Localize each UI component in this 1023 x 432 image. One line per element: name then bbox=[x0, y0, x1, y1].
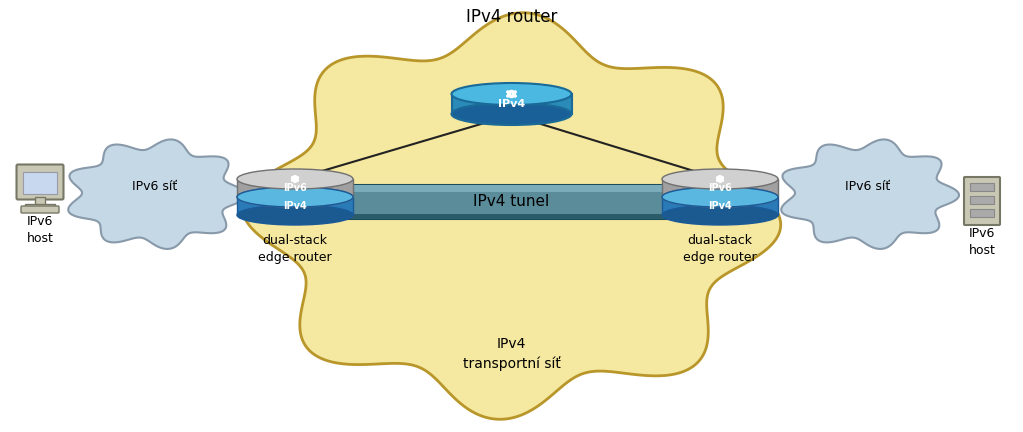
Ellipse shape bbox=[662, 187, 779, 207]
FancyBboxPatch shape bbox=[21, 206, 59, 213]
FancyBboxPatch shape bbox=[970, 209, 994, 217]
Text: dual-stack
edge router: dual-stack edge router bbox=[258, 234, 331, 264]
FancyBboxPatch shape bbox=[970, 196, 994, 204]
Ellipse shape bbox=[451, 83, 572, 105]
FancyBboxPatch shape bbox=[23, 172, 57, 194]
FancyBboxPatch shape bbox=[16, 165, 63, 200]
FancyBboxPatch shape bbox=[237, 197, 353, 215]
Text: IPv6
host: IPv6 host bbox=[27, 215, 53, 245]
Text: IPv4 router: IPv4 router bbox=[465, 8, 558, 26]
FancyBboxPatch shape bbox=[451, 94, 572, 114]
Ellipse shape bbox=[451, 103, 572, 125]
FancyBboxPatch shape bbox=[290, 185, 725, 219]
FancyBboxPatch shape bbox=[25, 204, 55, 208]
Text: IPv4
transportní síť: IPv4 transportní síť bbox=[462, 337, 561, 371]
Ellipse shape bbox=[237, 187, 353, 207]
FancyBboxPatch shape bbox=[964, 177, 1000, 225]
Text: IPv4: IPv4 bbox=[283, 201, 307, 211]
Polygon shape bbox=[69, 140, 246, 249]
Text: IPv6: IPv6 bbox=[283, 183, 307, 193]
Polygon shape bbox=[782, 140, 959, 249]
Ellipse shape bbox=[237, 169, 353, 189]
FancyBboxPatch shape bbox=[970, 183, 994, 191]
Text: IPv4: IPv4 bbox=[498, 99, 525, 109]
Text: IPv4: IPv4 bbox=[708, 201, 731, 211]
Ellipse shape bbox=[237, 205, 353, 225]
Text: IPv6
host: IPv6 host bbox=[969, 227, 995, 257]
FancyBboxPatch shape bbox=[290, 185, 725, 193]
Ellipse shape bbox=[662, 169, 779, 189]
Polygon shape bbox=[242, 13, 781, 419]
Text: dual-stack
edge router: dual-stack edge router bbox=[683, 234, 757, 264]
Text: IPv6 síť: IPv6 síť bbox=[845, 180, 891, 193]
FancyBboxPatch shape bbox=[35, 197, 45, 205]
FancyBboxPatch shape bbox=[662, 179, 779, 197]
Ellipse shape bbox=[237, 187, 353, 207]
Ellipse shape bbox=[662, 205, 779, 225]
FancyBboxPatch shape bbox=[237, 179, 353, 197]
FancyBboxPatch shape bbox=[662, 197, 779, 215]
Text: IPv4 tunel: IPv4 tunel bbox=[474, 194, 549, 209]
Text: IPv6: IPv6 bbox=[708, 183, 731, 193]
Ellipse shape bbox=[662, 187, 779, 207]
Text: IPv6 síť: IPv6 síť bbox=[132, 180, 178, 193]
FancyBboxPatch shape bbox=[290, 214, 725, 219]
